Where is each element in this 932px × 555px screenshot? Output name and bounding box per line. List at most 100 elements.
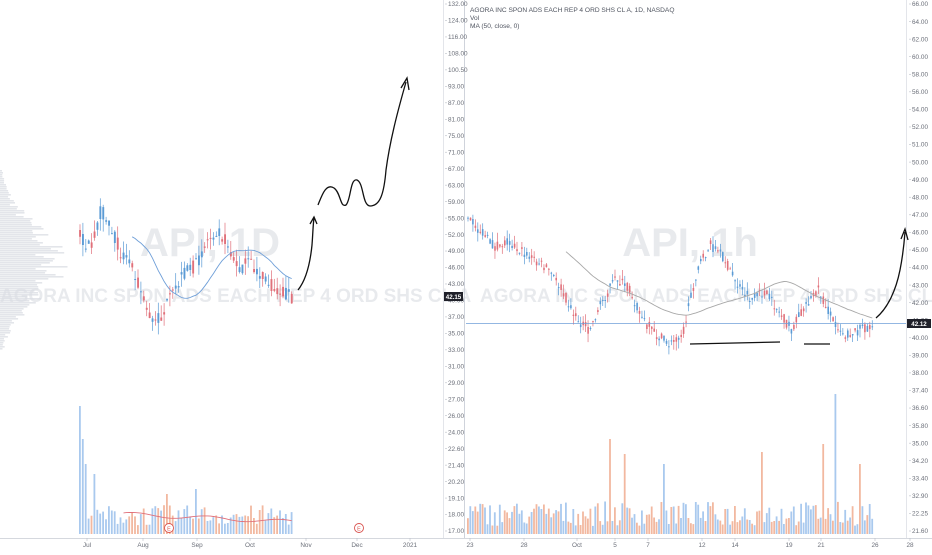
right-volume-bar: [562, 520, 565, 534]
left-x-tick-label: Nov: [300, 542, 312, 549]
left-candle-body: [145, 307, 148, 310]
left-y-tick-label: 27.00: [448, 396, 464, 403]
left-x-tick-label: Oct: [245, 542, 255, 549]
right-volume-bar: [758, 510, 761, 534]
right-candle-body: [751, 297, 753, 300]
right-volume-bar: [837, 501, 839, 534]
right-volume-bar: [731, 521, 734, 534]
left-volume-bar: [93, 474, 96, 534]
right-candle-body: [499, 244, 501, 247]
right-volume-bar: [841, 522, 844, 534]
left-volume-bar: [108, 506, 110, 534]
right-volume-bar: [660, 502, 663, 534]
right-volume-bars: [467, 394, 874, 534]
left-volume-bar: [282, 518, 284, 534]
volume-profile-bar: [0, 324, 11, 326]
left-candle-body: [218, 228, 221, 236]
right-volume-bar: [780, 508, 783, 534]
right-volume-bar: [636, 522, 638, 534]
right-candle-body: [729, 268, 731, 270]
right-volume-bar: [626, 507, 629, 534]
volume-profile-bar: [0, 306, 28, 308]
right-candle-body: [631, 297, 633, 299]
right-candle-body: [653, 328, 655, 332]
right-volume-bar: [694, 502, 697, 534]
right-y-axis: 66.00 64.00 62.00 60.00 58.00 56.00 54.00 52.00…: [909, 1, 928, 535]
right-candle-body: [744, 295, 746, 297]
volume-profile-bar: [0, 274, 56, 276]
left-candle-body: [256, 268, 258, 275]
left-candle-body: [261, 272, 264, 279]
left-x-tick-label: Dec: [351, 542, 363, 549]
right-y-tick-label: 54.00: [912, 107, 928, 114]
right-candle-body: [587, 327, 589, 334]
right-candle-body: [700, 259, 702, 262]
volume-profile-bar: [0, 224, 32, 226]
right-volume-bar: [555, 510, 557, 534]
right-candle-body: [817, 285, 820, 288]
right-candle-body: [643, 318, 646, 320]
right-candle-body: [663, 336, 665, 341]
right-candle-body: [579, 324, 582, 328]
left-volume-bar: [250, 505, 252, 534]
left-watermark-symbol: API, 1D: [140, 221, 280, 265]
volume-profile-bar: [0, 302, 36, 304]
right-y-tick-label: 50.00: [912, 159, 928, 166]
volume-profile-bar: [0, 334, 6, 336]
left-candle-body: [250, 258, 253, 260]
right-volume-bar: [547, 508, 550, 534]
right-candle-body: [692, 288, 695, 291]
right-candle-body: [736, 286, 739, 288]
volume-profile-bar: [0, 226, 42, 228]
right-volume-bar: [650, 506, 653, 534]
volume-profile-bar: [0, 198, 10, 200]
right-candle-body: [606, 293, 609, 297]
left-volume-bar: [276, 515, 278, 534]
left-y-tick-label: 100.50: [448, 67, 468, 74]
left-volume-bar: [189, 516, 191, 534]
right-candle-body: [837, 329, 839, 331]
right-candle-body: [486, 234, 489, 236]
right-volume-bar: [493, 512, 496, 534]
right-volume-bar: [763, 522, 766, 534]
left-volume-bar: [267, 513, 270, 534]
right-volume-bar: [616, 525, 619, 534]
left-volume-bar: [229, 517, 232, 534]
left-y-tick-label: 108.00: [448, 51, 468, 58]
volume-profile-bar: [0, 220, 31, 222]
right-volume-bar: [778, 520, 780, 534]
volume-profile-bar: [0, 178, 5, 180]
right-candle-body: [783, 314, 785, 323]
right-volume-bar: [724, 509, 727, 534]
left-volume-bar: [218, 523, 220, 534]
right-volume-bar: [802, 522, 805, 534]
left-volume-bar: [206, 521, 209, 534]
right-projection-arrowhead: [900, 226, 909, 241]
right-candle-body: [548, 268, 550, 270]
right-volume-bar: [827, 508, 829, 534]
right-volume-bar: [560, 503, 562, 534]
right-volume-bar: [868, 504, 871, 534]
event-marker-1[interactable]: E: [164, 523, 174, 533]
right-volume-bar: [552, 513, 555, 534]
event-marker-2[interactable]: E: [354, 523, 364, 533]
right-candle-body: [697, 266, 700, 270]
left-candle-body: [99, 206, 102, 219]
right-volume-bar: [501, 522, 504, 534]
left-watermark-name: AGORA INC SPON ADS EACH REP 4 ORD SHS CL…: [0, 286, 471, 307]
right-y-tick-label: 48.00: [912, 194, 928, 201]
left-y-tick-label: 21.40: [448, 462, 464, 469]
left-volume-bar: [287, 524, 290, 534]
left-candle-body: [93, 231, 96, 238]
right-volume-bar: [476, 511, 479, 534]
left-y-tick-label: 43.00: [448, 281, 464, 288]
right-candle-body: [719, 249, 722, 252]
right-candle-body: [690, 292, 692, 298]
right-y-tick-label: 60.00: [912, 54, 928, 61]
right-x-tick-label: Oct: [572, 542, 582, 549]
left-candle-body: [140, 291, 142, 293]
left-y-tick-label: 31.00: [448, 364, 464, 371]
left-y-tick-label: 124.00: [448, 18, 468, 25]
right-volume-bar: [479, 503, 482, 534]
right-candle-body: [829, 311, 832, 316]
